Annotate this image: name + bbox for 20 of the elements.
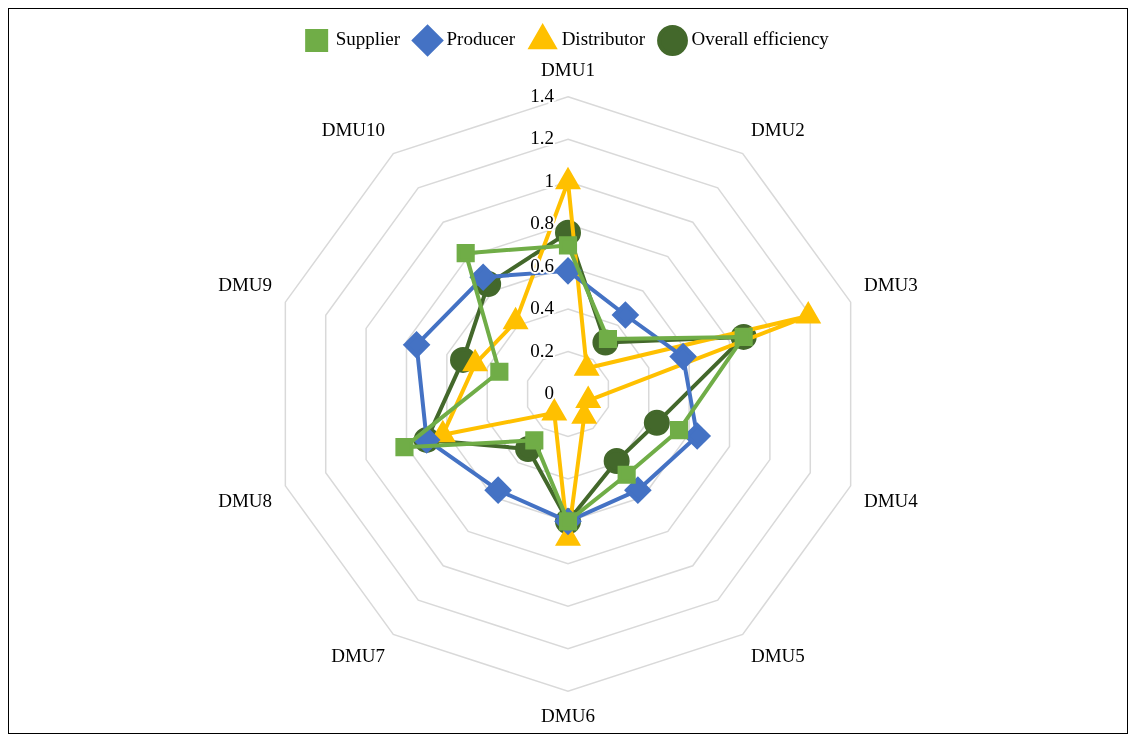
spoke-label: DMU1 <box>541 59 595 81</box>
legend-label: Supplier <box>335 28 401 50</box>
spoke-label: DMU5 <box>750 645 805 667</box>
spoke-label: DMU3 <box>863 274 918 296</box>
legend-label: Producer <box>446 28 516 50</box>
y-tick-label: 1 <box>544 169 554 191</box>
spoke-label: DMU8 <box>218 489 273 511</box>
spoke-label: DMU10 <box>321 118 386 140</box>
legend-label: Distributor <box>561 28 646 50</box>
spoke-label: DMU6 <box>541 704 595 726</box>
y-tick-label: 0.2 <box>530 339 554 361</box>
y-tick-label: 0.4 <box>530 297 555 319</box>
y-tick-label: 1.4 <box>530 84 555 106</box>
legend-label: Overall efficiency <box>691 28 830 50</box>
spoke-label: DMU7 <box>331 645 386 667</box>
spoke-label: DMU4 <box>863 489 919 511</box>
y-tick-label: 0 <box>544 381 554 403</box>
spoke-label: DMU9 <box>218 274 273 296</box>
y-tick-label: 1.2 <box>530 127 554 149</box>
spoke-label: DMU2 <box>750 118 805 140</box>
